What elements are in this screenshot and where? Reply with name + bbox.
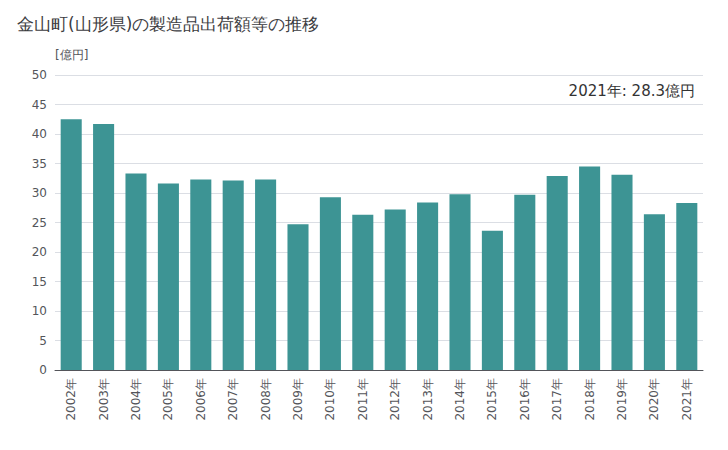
svg-text:2007年: 2007年 [226, 378, 240, 421]
svg-text:2013年: 2013年 [421, 378, 435, 421]
svg-text:2011年: 2011年 [356, 378, 370, 421]
svg-text:0: 0 [39, 363, 47, 377]
svg-text:50: 50 [32, 68, 47, 82]
svg-text:25: 25 [32, 216, 47, 230]
svg-text:5: 5 [39, 334, 47, 348]
svg-text:2002年: 2002年 [64, 378, 78, 421]
svg-text:35: 35 [32, 157, 47, 171]
svg-text:2006年: 2006年 [194, 378, 208, 421]
svg-text:40: 40 [32, 127, 47, 141]
svg-text:45: 45 [32, 98, 47, 112]
svg-text:2004年: 2004年 [129, 378, 143, 421]
svg-text:2017年: 2017年 [550, 378, 564, 421]
svg-text:2021年: 28.3億円: 2021年: 28.3億円 [569, 82, 695, 100]
svg-text:2019年: 2019年 [615, 378, 629, 421]
svg-text:10: 10 [32, 304, 47, 318]
svg-text:2012年: 2012年 [388, 378, 402, 421]
svg-text:2021年: 2021年 [680, 378, 694, 421]
svg-text:[億円]: [億円] [55, 48, 88, 62]
svg-text:2008年: 2008年 [259, 378, 273, 421]
svg-text:2009年: 2009年 [291, 378, 305, 421]
svg-text:2014年: 2014年 [453, 378, 467, 421]
svg-text:2016年: 2016年 [518, 378, 532, 421]
svg-text:2015年: 2015年 [485, 378, 499, 421]
svg-text:30: 30 [32, 186, 47, 200]
svg-text:2003年: 2003年 [97, 378, 111, 421]
svg-text:2010年: 2010年 [323, 378, 337, 421]
svg-text:2020年: 2020年 [647, 378, 661, 421]
svg-text:金山町(山形県)の製造品出荷額等の推移: 金山町(山形県)の製造品出荷額等の推移 [17, 14, 319, 34]
svg-text:20: 20 [32, 245, 47, 259]
svg-text:15: 15 [32, 275, 47, 289]
svg-text:2018年: 2018年 [583, 378, 597, 421]
svg-text:2005年: 2005年 [161, 378, 175, 421]
